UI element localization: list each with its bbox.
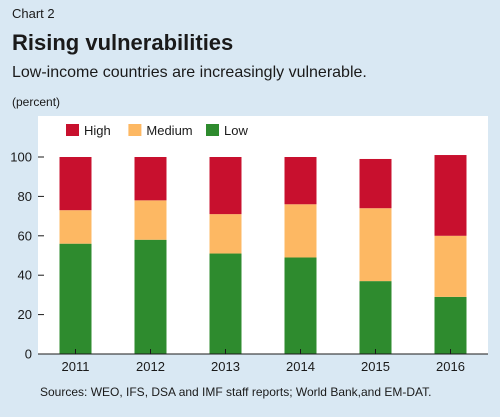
legend-swatch-medium <box>128 124 142 136</box>
y-tick-label: 60 <box>18 228 32 243</box>
bar-low-2011 <box>59 243 92 354</box>
bar-high-2016 <box>434 155 467 236</box>
plot-area <box>38 116 488 354</box>
bar-high-2012 <box>134 157 167 201</box>
bar-low-2016 <box>434 296 467 354</box>
x-tick-label: 2014 <box>286 359 315 374</box>
bar-low-2015 <box>359 281 392 354</box>
legend-label-high: High <box>84 123 111 138</box>
legend-swatch-low <box>206 124 219 136</box>
y-tick-label: 0 <box>25 347 32 362</box>
chart-number: Chart 2 <box>12 6 55 21</box>
bar-medium-2013 <box>209 214 242 254</box>
y-axis: 0 20 40 60 80 100 <box>10 150 44 362</box>
bar-high-2013 <box>209 157 242 215</box>
chart-title: Rising vulnerabilities <box>12 30 234 55</box>
bar-medium-2015 <box>359 208 392 282</box>
y-tick-label: 20 <box>18 307 32 322</box>
legend-swatch-high <box>66 124 79 136</box>
chart-subtitle: Low-income countries are increasingly vu… <box>12 64 367 81</box>
y-tick-label: 40 <box>18 268 32 283</box>
bar-medium-2014 <box>284 204 317 258</box>
bar-medium-2016 <box>434 235 467 297</box>
bar-low-2013 <box>209 253 242 354</box>
x-axis: 2011 2012 2013 2014 2015 2016 <box>38 349 488 374</box>
bar-high-2014 <box>284 157 317 205</box>
bar-medium-2012 <box>134 200 167 240</box>
bar-low-2014 <box>284 257 317 354</box>
legend: High Medium Low <box>66 123 248 138</box>
x-tick-label: 2013 <box>211 359 240 374</box>
legend-label-low: Low <box>224 123 248 138</box>
bar-high-2011 <box>59 157 92 211</box>
bar-medium-2011 <box>59 210 92 244</box>
bars <box>59 155 467 354</box>
bar-high-2015 <box>359 158 392 209</box>
y-tick-label: 80 <box>18 189 32 204</box>
x-tick-label: 2015 <box>361 359 390 374</box>
y-tick-label: 100 <box>10 150 32 165</box>
x-tick-label: 2012 <box>136 359 165 374</box>
y-axis-unit: (percent) <box>12 95 61 109</box>
bar-low-2012 <box>134 239 167 354</box>
x-tick-label: 2016 <box>436 359 465 374</box>
source-note: Sources: WEO, IFS, DSA and IMF staff rep… <box>40 385 432 399</box>
x-tick-label: 2011 <box>62 359 90 374</box>
legend-label-medium: Medium <box>146 123 192 138</box>
